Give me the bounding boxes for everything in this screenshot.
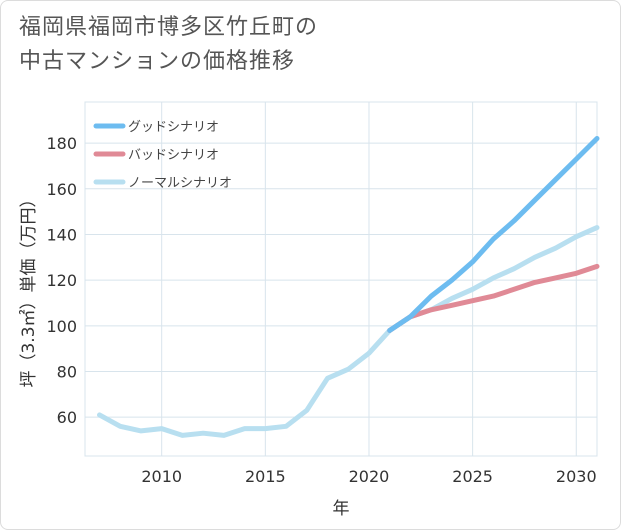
y-tick-label: 140 — [46, 225, 77, 244]
title-line-1: 福岡県福岡市博多区竹丘町の — [19, 15, 319, 40]
legend-label: ノーマルシナリオ — [128, 176, 232, 191]
x-tick-label: 2020 — [349, 467, 390, 486]
series-line — [97, 225, 600, 438]
y-tick-label: 60 — [57, 408, 77, 427]
x-tick-label: 2030 — [556, 467, 597, 486]
legend-label: グッドシナリオ — [128, 120, 219, 135]
y-tick-label: 120 — [46, 271, 77, 290]
x-tick-label: 2025 — [452, 467, 493, 486]
axes: 2010 2015 2020 2025 2030 60 80 100 120 140 160 180 — [46, 134, 596, 486]
series-line — [387, 136, 600, 333]
plot-frame — [84, 101, 598, 457]
x-axis-label: 年 — [333, 499, 350, 519]
series-lines — [97, 136, 600, 438]
y-tick-label: 100 — [46, 317, 77, 336]
legend-label: バッドシナリオ — [128, 148, 219, 163]
y-axis-label: 坪（3.3㎡）単価（万円） — [19, 190, 39, 387]
series-line — [387, 263, 600, 333]
y-tick-label: 180 — [46, 134, 77, 153]
x-tick-label: 2010 — [141, 467, 182, 486]
x-tick-label: 2015 — [245, 467, 286, 486]
title-line-2: 中古マンションの価格推移 — [19, 49, 296, 74]
chart-title: 福岡県福岡市博多区竹丘町の 中古マンションの価格推移 — [19, 11, 439, 79]
y-tick-label: 160 — [46, 180, 77, 199]
y-tick-label: 80 — [57, 362, 77, 381]
